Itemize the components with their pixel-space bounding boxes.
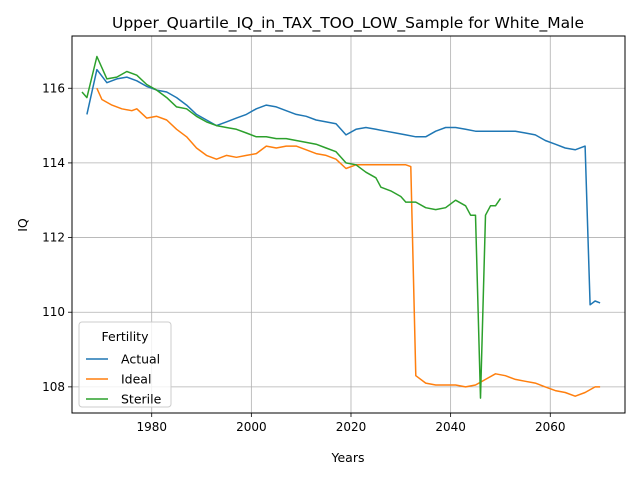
- y-axis-ticks: 108 110 112 114 116: [42, 81, 72, 394]
- x-tick-label: 2000: [236, 420, 267, 434]
- y-tick-label: 112: [42, 231, 65, 245]
- y-tick-label: 110: [42, 305, 65, 319]
- series-line-ideal: [96, 87, 601, 397]
- y-tick-label: 114: [42, 156, 65, 170]
- x-tick-label: 2060: [535, 420, 566, 434]
- legend-title: Fertility: [102, 329, 150, 344]
- legend-box: [78, 321, 172, 408]
- plot-frame: [71, 35, 626, 414]
- legend-label-ideal: Ideal: [121, 372, 151, 387]
- legend: Fertility Actual Ideal Sterile: [78, 321, 172, 408]
- legend-items: Actual Ideal Sterile: [86, 352, 162, 407]
- y-tick-label: 108: [42, 380, 65, 394]
- legend-label-actual: Actual: [121, 352, 160, 367]
- x-axis-ticks: 1980 2000 2020 2040 2060: [136, 413, 566, 434]
- y-axis-label: IQ: [15, 218, 30, 232]
- x-axis-label: Years: [331, 450, 365, 465]
- x-tick-label: 1980: [136, 420, 167, 434]
- x-tick-label: 2020: [336, 420, 367, 434]
- series-lines: [81, 55, 601, 399]
- y-tick-label: 116: [42, 81, 65, 95]
- chart-title: Upper_Quartile_IQ_in_TAX_TOO_LOW_Sample …: [112, 14, 584, 33]
- x-tick-label: 2040: [435, 420, 466, 434]
- series-line-sterile: [81, 55, 502, 399]
- legend-label-sterile: Sterile: [121, 392, 162, 407]
- series-line-actual: [86, 68, 601, 306]
